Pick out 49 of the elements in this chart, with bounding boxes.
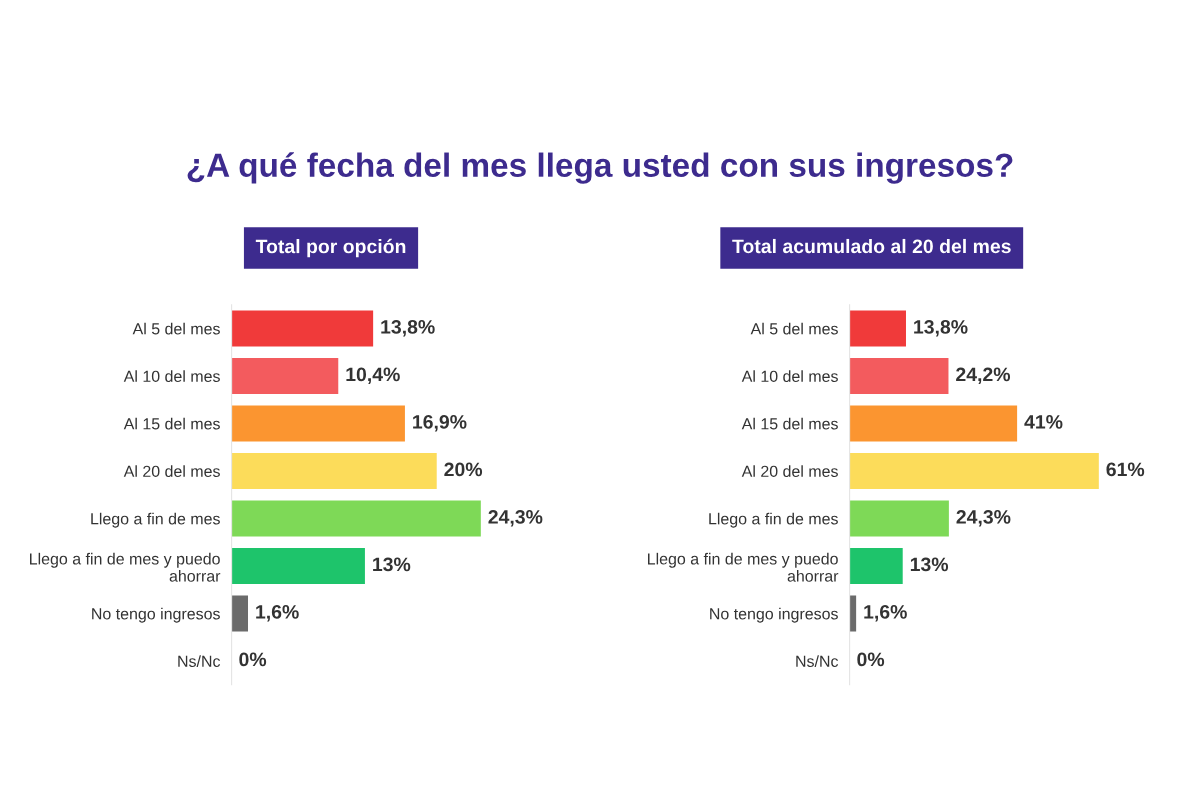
y-tick-label: Al 10 del mes bbox=[741, 370, 838, 382]
data-label: 24,2% bbox=[956, 367, 1011, 385]
text: ¿A qué fecha del mes llega usted con sus ingresos? bbox=[187, 152, 1013, 184]
bar bbox=[849, 405, 1018, 442]
y-tick-label: Al 20 del mes bbox=[741, 465, 838, 477]
data-label: 0% bbox=[239, 652, 267, 667]
bar bbox=[849, 500, 949, 537]
y-tick-label: Al 5 del mes bbox=[750, 322, 838, 335]
data-label: 13% bbox=[373, 557, 411, 572]
data-label: 41% bbox=[1024, 415, 1063, 429]
bar bbox=[231, 595, 249, 632]
y-tick-label: Llego a fin de mes bbox=[709, 512, 838, 528]
data-label: 13,8% bbox=[914, 320, 968, 337]
chart-subtitle: Total por opción bbox=[255, 238, 406, 258]
bar bbox=[849, 595, 857, 632]
y-tick-label: Al 10 del mes bbox=[123, 370, 220, 382]
data-label: 61% bbox=[1106, 462, 1145, 477]
bar bbox=[231, 358, 339, 395]
data-label: 13,8% bbox=[381, 320, 435, 337]
data-label: 0% bbox=[857, 652, 885, 667]
y-tick-label: No tengo ingresos bbox=[92, 607, 220, 623]
bar bbox=[231, 453, 437, 490]
data-label: 20% bbox=[444, 462, 483, 477]
bar bbox=[849, 358, 949, 395]
y-tick-label: Llego a fin de mes y puedo ahorrar bbox=[30, 552, 221, 582]
bar bbox=[849, 453, 1099, 490]
y-tick-label: Al 20 del mes bbox=[123, 465, 220, 477]
bar bbox=[849, 310, 906, 347]
y-tick-label: Al 5 del mes bbox=[132, 322, 220, 335]
data-label: 24,3% bbox=[956, 510, 1011, 527]
bar bbox=[231, 310, 374, 347]
data-label: 10,4% bbox=[346, 367, 400, 385]
y-tick-label: No tengo ingresos bbox=[710, 607, 838, 623]
chart-subtitle: Total acumulado al 20 del mes bbox=[732, 238, 1011, 254]
data-label: 1,6% bbox=[864, 605, 907, 622]
y-tick-label: Llego a fin de mes bbox=[91, 512, 220, 528]
bar bbox=[231, 405, 405, 442]
data-label: 16,9% bbox=[413, 415, 467, 432]
bar bbox=[849, 548, 903, 585]
bar bbox=[231, 548, 365, 585]
y-tick-label: Ns/Nc bbox=[796, 655, 839, 667]
data-label: 24,3% bbox=[488, 510, 543, 527]
data-label: 13% bbox=[910, 557, 949, 572]
y-tick-label: Ns/Nc bbox=[178, 655, 221, 667]
bar bbox=[231, 500, 481, 537]
y-tick-label: Al 15 del mes bbox=[741, 417, 838, 430]
y-tick-label: Al 15 del mes bbox=[123, 417, 220, 430]
data-label: 1,6% bbox=[256, 605, 299, 622]
y-tick-label: Llego a fin de mes y puedo ahorrar bbox=[648, 552, 839, 582]
